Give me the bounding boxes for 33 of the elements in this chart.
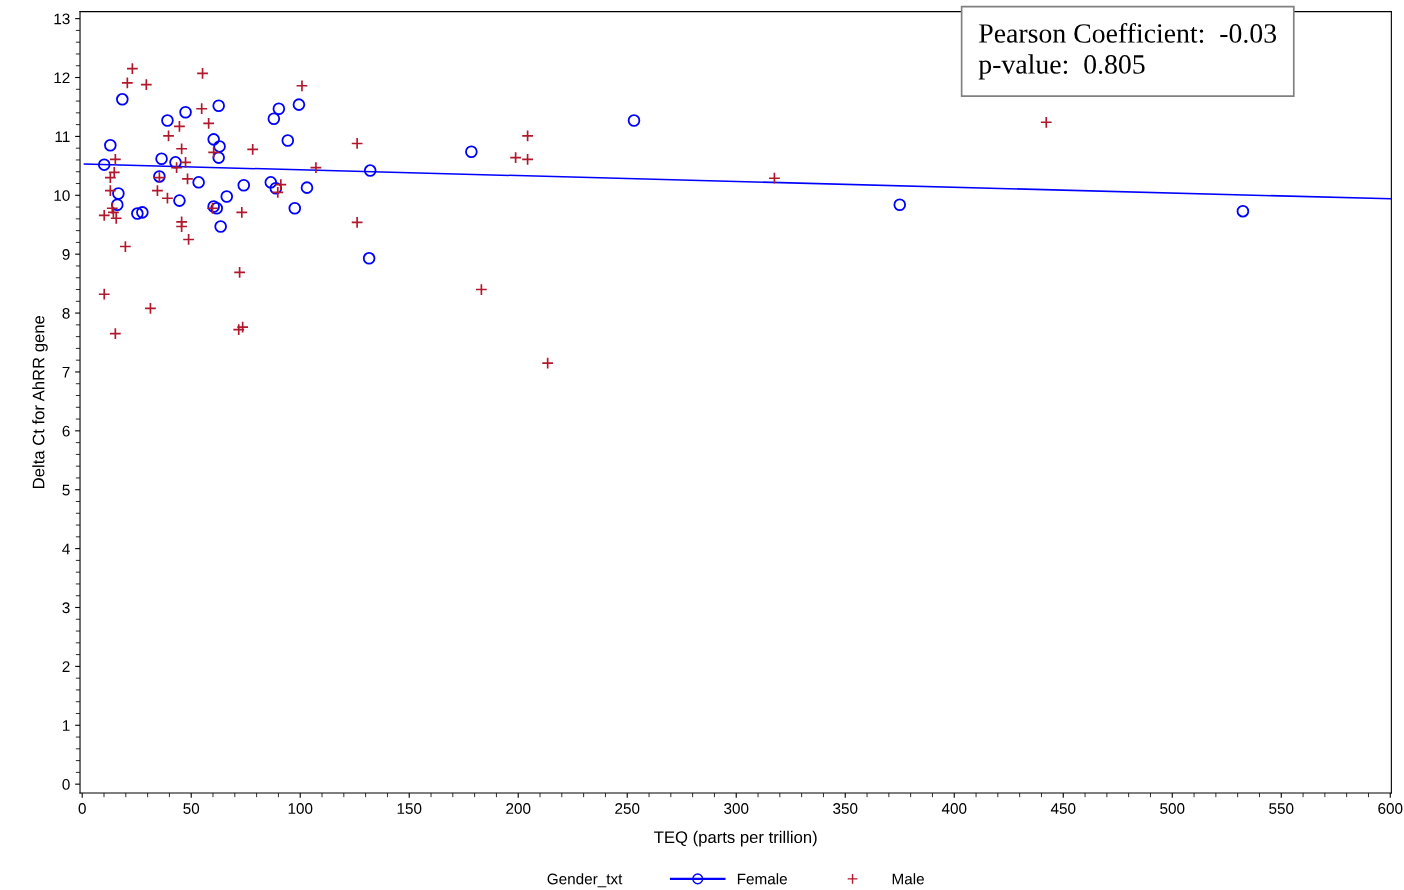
x-tick-label: 200 — [506, 803, 531, 814]
legend-title: Gender_txt — [547, 873, 623, 888]
y-tick-label: 5 — [62, 484, 70, 496]
y-tick-label: 1 — [62, 720, 70, 731]
x-tick-label: 300 — [724, 803, 749, 814]
y-tick-label: 8 — [62, 307, 70, 319]
x-tick-label: 250 — [615, 803, 640, 814]
x-tick-label: 550 — [1269, 803, 1294, 814]
y-tick-label: 4 — [62, 543, 70, 555]
x-tick-label: 50 — [183, 803, 200, 814]
x-tick-label: 400 — [941, 803, 967, 814]
x-tick-label: 0 — [78, 803, 86, 814]
y-tick-label: 6 — [62, 425, 70, 437]
x-tick-label: 500 — [1160, 803, 1185, 814]
y-tick-label: 7 — [62, 366, 70, 378]
y-tick-label: 0 — [62, 779, 70, 790]
legend-label: Female — [737, 873, 787, 885]
y-tick-label: 9 — [62, 249, 70, 260]
y-tick-label: 3 — [62, 602, 70, 614]
x-tick-label: 150 — [397, 803, 422, 814]
x-tick-label: 100 — [288, 803, 313, 814]
annotation: Pearson Coefficient: -0.03 p-value: 0.805 — [978, 23, 1277, 80]
y-tick-label: 11 — [55, 131, 70, 142]
y-axis-title: Delta Ct for AhRR gene — [32, 315, 48, 488]
x-tick-label: 350 — [833, 803, 858, 814]
y-tick-label: 2 — [62, 661, 70, 672]
y-tick-label: 12 — [54, 72, 70, 84]
y-tick-label: 10 — [54, 190, 70, 201]
x-tick-label: 450 — [1050, 803, 1076, 814]
legend-label: Male — [892, 873, 924, 885]
x-axis-title: TEQ (parts per trillion) — [654, 830, 817, 847]
x-tick-label: 600 — [1378, 803, 1403, 814]
y-tick-label: 13 — [54, 13, 70, 25]
